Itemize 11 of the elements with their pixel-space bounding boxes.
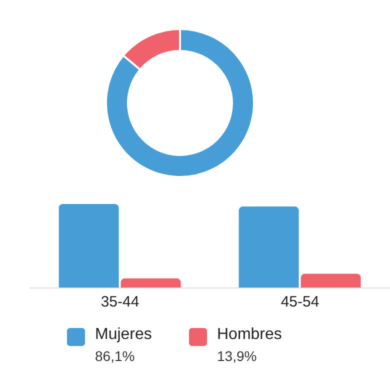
bar: [300, 274, 361, 288]
bar: [238, 206, 299, 288]
x-tick-label: 45-54: [280, 294, 320, 311]
data-label: 86,1%: [95, 348, 135, 364]
bar: [120, 278, 181, 288]
donut-slice: [105, 28, 255, 178]
legend-label: Mujeres: [95, 326, 152, 344]
x-tick-label: 35-44: [100, 294, 140, 311]
bar: [58, 204, 119, 288]
legend-label: Hombres: [217, 326, 282, 344]
data-label: 13,9%: [217, 348, 257, 364]
